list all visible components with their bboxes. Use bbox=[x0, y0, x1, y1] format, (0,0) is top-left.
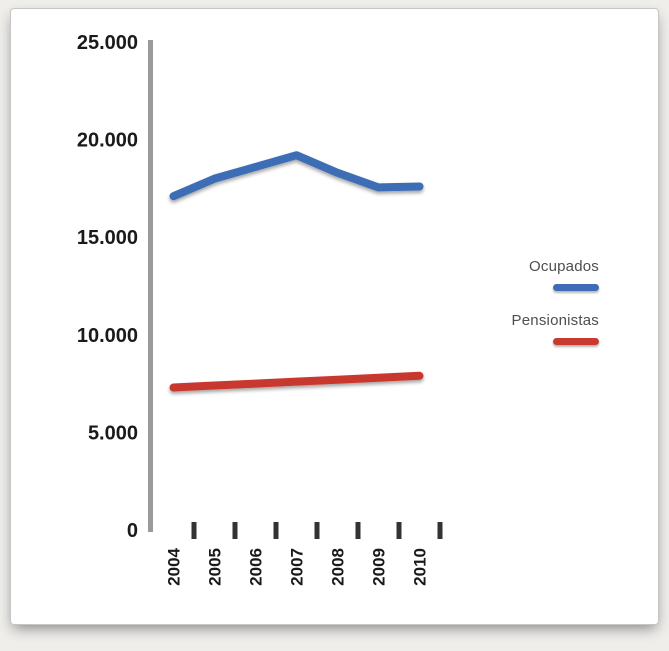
gridlines bbox=[148, 40, 442, 532]
legend-label-pensionistas: Pensionistas bbox=[511, 312, 599, 329]
chart-frame bbox=[10, 8, 659, 625]
legend-item-ocupados: Ocupados bbox=[529, 258, 599, 291]
ocupados-line bbox=[169, 151, 424, 201]
x-tick-label: 2007 bbox=[288, 548, 307, 586]
axis-labels: 0 5.000 10.000 15.000 20.000 25.000 2004 2005 20… bbox=[77, 32, 430, 586]
y-tick-label: 10.000 bbox=[77, 325, 138, 347]
tick-marks bbox=[191, 522, 443, 539]
y-tick-label: 5.000 bbox=[88, 422, 138, 444]
x-tick-label: 2005 bbox=[206, 548, 225, 586]
pensionistas-line-swatch bbox=[553, 338, 599, 345]
x-tick-label: 2008 bbox=[329, 548, 348, 586]
legend-label-ocupados: Ocupados bbox=[529, 258, 599, 275]
x-tick-label: 2010 bbox=[411, 548, 430, 586]
y-tick-label: 25.000 bbox=[77, 32, 138, 54]
x-tick-label: 2009 bbox=[370, 548, 389, 586]
ocupados-line-swatch bbox=[553, 284, 599, 291]
pensionistas-line bbox=[169, 371, 424, 392]
data-series bbox=[169, 151, 424, 392]
x-tick-label: 2004 bbox=[165, 547, 184, 585]
legend-item-pensionistas: Pensionistas bbox=[512, 312, 599, 345]
chart-legend: Ocupados Pensionistas bbox=[512, 258, 599, 345]
x-tick-label: 2006 bbox=[247, 548, 266, 586]
y-tick-label: 0 bbox=[127, 520, 138, 542]
y-tick-label: 15.000 bbox=[77, 227, 138, 249]
y-tick-label: 20.000 bbox=[77, 130, 138, 152]
